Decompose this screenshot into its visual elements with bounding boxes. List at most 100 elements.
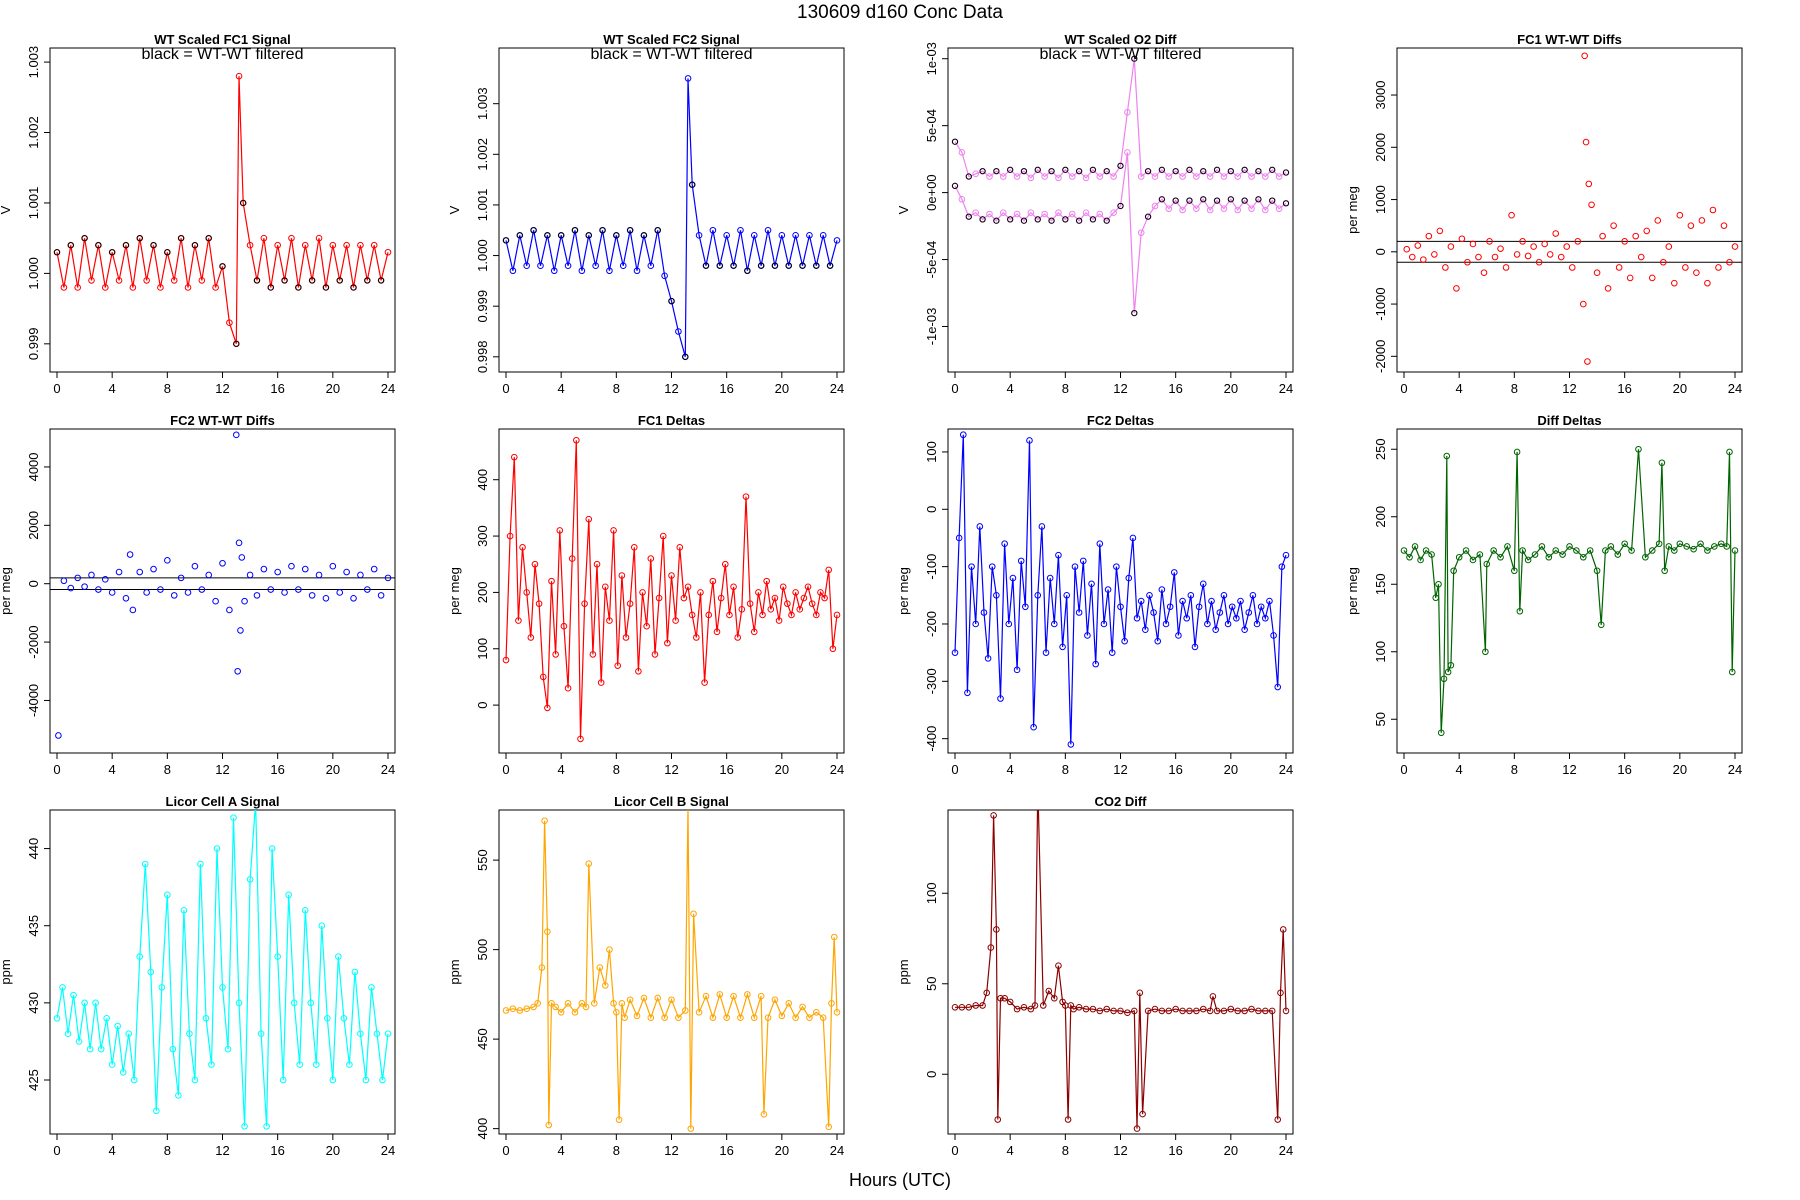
filtered-point [53,249,61,256]
data-point [1552,547,1560,554]
data-point [1275,205,1283,212]
data-point [539,673,547,681]
filtered-point [599,227,606,234]
data-point [1524,252,1532,260]
x-tick-label: 20 [1673,381,1687,396]
data-point [125,1030,133,1038]
data-point [830,933,838,941]
figure-xlabel: Hours (UTC) [849,1170,951,1190]
series-line [1403,449,1736,733]
data-point [88,277,95,284]
filtered-point [1241,197,1248,204]
data-point [1137,229,1145,237]
filtered-point [1103,217,1110,224]
data-point [1237,597,1244,605]
data-point [164,891,171,899]
data-point [589,651,597,658]
data-point [1642,553,1649,561]
data-point [1475,253,1482,261]
data-point [1447,661,1455,669]
data-point [1648,274,1656,282]
data-point [1665,243,1673,250]
data-point [1026,437,1033,444]
data-point [296,1061,304,1068]
data-point [1096,210,1104,218]
filtered-point [1213,166,1221,173]
series-line [505,78,838,357]
data-point [1035,782,1041,788]
data-point [1437,729,1445,737]
data-point [1704,547,1711,554]
y-tick-label: 1000 [1373,185,1388,214]
data-point [557,1008,565,1016]
data-point [1186,1007,1193,1015]
y-tick-label: 440 [26,838,41,860]
x-tick-label: 12 [215,1143,229,1158]
filtered-point [716,262,723,269]
data-point [290,999,298,1007]
data-point [1245,609,1253,616]
filtered-point [1200,168,1207,175]
chart-panel: Diff Deltas per meg 0 4 8 12 16 20 24 50 100 150 200… [1345,413,1743,777]
data-point [1234,173,1242,180]
data-point [1193,1007,1200,1015]
data-point [301,906,309,914]
chart-panel: CO2 Diff ppm 0 4 8 12 16 20 24 0 50 100 [896,782,1294,1158]
data-point [1137,173,1145,180]
plot-frame [49,809,396,1135]
data-point [373,1030,381,1038]
data-point [1728,668,1736,676]
filtered-point [965,173,972,180]
filtered-point [205,235,212,242]
x-tick-label: 4 [109,381,116,396]
data-point [544,704,551,712]
data-point [1034,592,1042,599]
data-point [1277,989,1284,997]
data-point [778,1012,786,1020]
data-point [1088,580,1095,588]
plot-area [502,810,841,1132]
data-point [1557,253,1565,261]
data-point [1130,1007,1138,1015]
data-point [246,241,254,249]
data-point [825,1123,833,1131]
data-point [268,845,276,852]
data-point [819,232,827,239]
data-point [157,284,164,291]
data-point [537,262,544,269]
data-point [1563,243,1571,250]
y-tick-label: -1000 [1373,287,1388,320]
data-point [1071,563,1079,570]
data-point [759,611,766,619]
data-point [716,991,724,998]
filtered-point [965,213,972,220]
data-point [796,606,804,613]
x-tick-label: 8 [1062,762,1069,777]
filtered-point [571,227,579,234]
y-tick-label: -400 [924,726,939,752]
x-tick-label: 0 [951,762,958,777]
data-point [1574,238,1582,245]
plot-area [1400,445,1739,737]
x-tick-label: 20 [775,381,789,396]
data-point [180,906,188,914]
data-point [1425,232,1433,240]
data-point [990,812,997,819]
plot-area [502,75,841,361]
y-tick-label: 5e-04 [924,109,939,142]
data-point [1559,551,1566,558]
data-point [972,209,979,216]
data-point [1444,668,1452,676]
data-point [241,597,248,605]
x-tick-label: 16 [1168,381,1182,396]
data-point [370,241,378,249]
data-point [659,532,667,540]
data-point [1179,206,1186,214]
data-point [723,1014,730,1021]
y-tick-label: 1.001 [26,187,41,220]
data-point [267,586,275,593]
x-tick-label: 12 [664,762,678,777]
data-point [1717,540,1725,548]
x-tick-label: 0 [1400,381,1407,396]
x-tick-label: 16 [1168,762,1182,777]
